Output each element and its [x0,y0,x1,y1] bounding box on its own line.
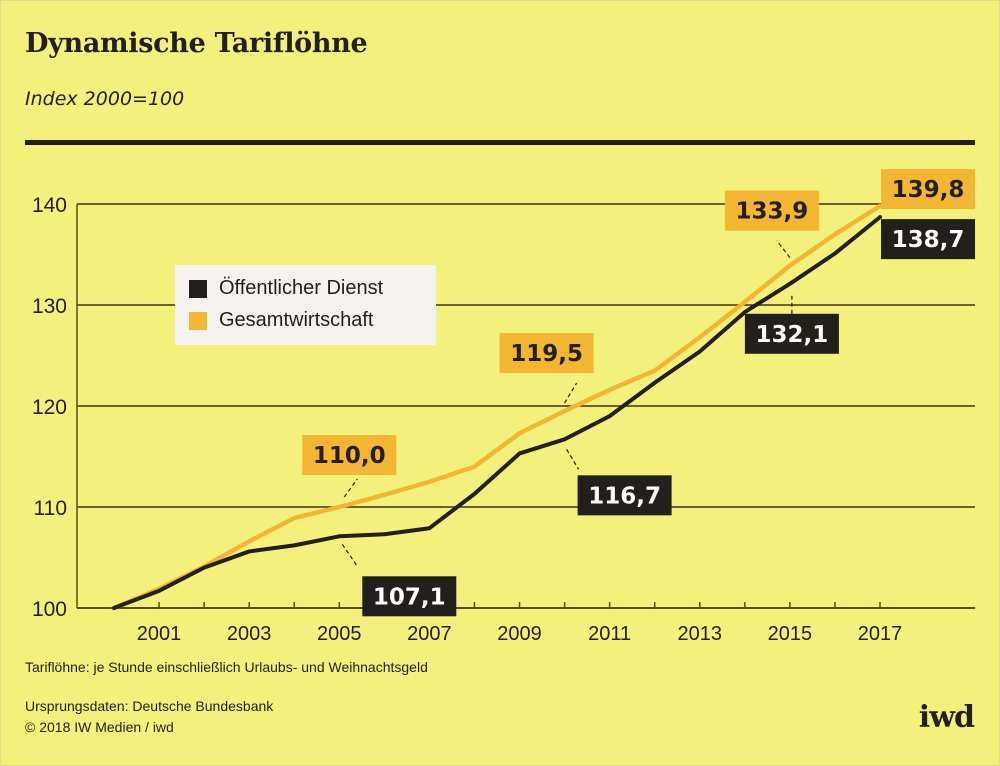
footnote: Tariflöhne: je Stunde einschließlich Url… [25,659,428,675]
y-tick-label: 120 [32,396,67,419]
annotation-label: 116,7 [588,483,661,509]
y-tick-label: 100 [32,598,67,621]
x-tick-label: 2013 [678,623,723,645]
legend-swatch-gesamtwirtschaft [189,311,207,330]
annotation-label: 139,8 [892,177,965,203]
x-tick-label: 2009 [497,623,542,645]
annotation-leader [341,543,358,567]
annotation-box [499,333,594,374]
iwd-logo: iwd [918,700,975,735]
annotation-box [881,219,976,260]
annotation-box [302,435,397,475]
gridlines [76,203,975,609]
annotation-leader [566,449,580,470]
x-tick-label: 2015 [768,623,813,645]
y-axis-ticks: 100 110 120 130 140 [32,194,67,621]
annotation-box [577,475,672,516]
series-lines [111,203,883,611]
annotation-box [724,190,819,231]
annotation-leader [776,240,791,258]
copyright-note: © 2018 IW Medien / iwd [25,719,174,735]
x-axis: 2001 2003 2005 2007 2009 2011 2013 2015 2017 [137,602,902,645]
annotation-leader [343,478,358,498]
annotation-leader [564,382,578,404]
legend-item-oeffentlicher-dienst: Öffentlicher Dienst [189,277,383,300]
annotation-box [881,169,976,210]
annotation-labels: 110,0 107,1 119,5 116,7 133,9 132,1 139,8 138,7 [302,169,976,617]
legend: Öffentlicher Dienst Gesamtwirtschaft [175,265,436,345]
annotation-label: 138,7 [892,227,965,253]
series-line-gesamtwirtschaft [111,203,883,611]
series-line-oeffentlicher-dienst [112,215,883,610]
annotation-label: 132,1 [756,322,829,348]
x-tick-label: 2007 [407,623,452,645]
legend-swatch-oeffentlicher-dienst [189,279,207,298]
legend-label: Gesamtwirtschaft [219,309,374,331]
y-tick-label: 130 [32,295,67,318]
x-tick-label: 2003 [227,623,272,645]
x-tick-label: 2005 [317,623,362,645]
annotation-label: 119,5 [510,341,583,367]
x-tick-label: 2011 [588,623,631,645]
chart-subtitle: Index 2000=100 [25,88,185,110]
legend-item-gesamtwirtschaft: Gesamtwirtschaft [189,309,373,332]
legend-label: Öffentlicher Dienst [219,277,384,299]
x-tick-label: 2001 [137,623,182,645]
chart-title: Dynamische Tariflöhne [25,28,368,59]
x-tick-label: 2017 [858,623,903,645]
source-note: Ursprungsdaten: Deutsche Bundesbank [25,698,274,714]
annotation-box [362,576,457,617]
annotation-label: 110,0 [313,443,386,469]
y-tick-label: 110 [34,497,67,520]
annotation-box [744,313,839,354]
annotation-label: 107,1 [373,584,446,610]
annotation-leaders [341,240,793,567]
y-tick-label: 140 [32,194,67,217]
annotation-label: 133,9 [736,199,809,225]
title-divider [25,140,975,145]
